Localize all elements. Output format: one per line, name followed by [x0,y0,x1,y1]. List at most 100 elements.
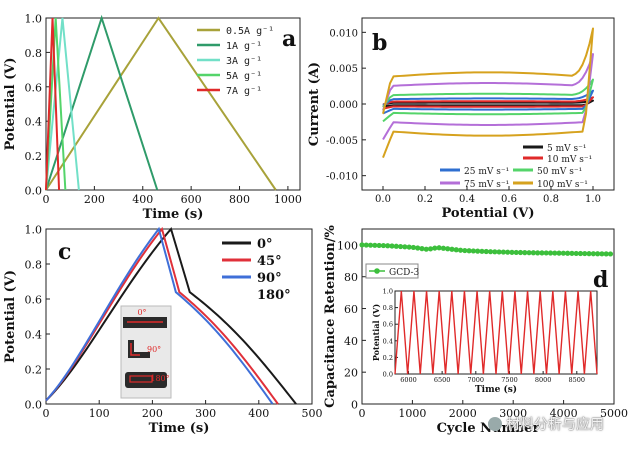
panel-d-point [432,245,438,251]
panel-b-letter: b [372,30,387,56]
panel-a-series-line [45,17,80,191]
panel-d-xlabel: Cycle Number [437,421,540,436]
watermark: 材料分析与应用 [488,414,628,436]
panel-a-xtick-label: 1000 [274,193,302,206]
panel-d-point [385,243,391,249]
panel-b-xtick-label: 0.6 [501,194,517,205]
panel-a-legend-label: 1A g⁻¹ [226,41,262,52]
panel-c-legend-label: 90° [257,271,282,286]
panel-c-xtick-label: 100 [89,407,110,420]
panel-d-point [539,250,545,256]
panel-d-frame [361,228,615,405]
panel-c-xtick-label: 0 [43,407,50,420]
panel-d-point [423,246,429,252]
panel-b-series-loop [382,99,594,108]
panel-b-xlabel: Potential (V) [441,206,534,221]
inset-ytick-label: 0.4 [383,337,393,345]
panel-b-legend-label: 75 mV s⁻¹ [464,180,509,190]
inset-xlabel: Time (s) [475,384,517,395]
panel-c-ytick-label: 0.2 [25,364,43,377]
panel-c-series-line [45,226,297,405]
panel-a-legend-label: 3A g⁻¹ [226,56,262,67]
inset-gcd-line [394,290,598,375]
panel-d-point [492,249,498,255]
inset-xtick-label: 6000 [400,376,417,384]
panel-b-ytick-label: 0.010 [329,28,358,39]
panel-d-xtick-label: 2000 [449,407,477,420]
panel-a-axes: 0 200 400 600 800 1000 0.0 0.2 0.4 0.6 0.8 1.0 Time … [3,13,302,223]
panel-d-point [479,248,485,254]
panel-d-point [582,250,588,257]
panel-d-point [603,251,609,257]
panel-d-point [397,243,404,250]
panel-b-series-loop [382,96,594,110]
inset-xtick-label: 7000 [468,376,485,384]
panel-b-xtick-label: 1.0 [585,194,601,205]
panel-a-xlabel: Time (s) [143,207,204,222]
panel-b-legend: 5 mV s⁻¹10 mV s⁻¹ 25 mV s⁻¹ 50 mV s⁻¹ 75 mV… [440,144,592,190]
panel-d-ytick-label: 20 [344,367,358,380]
panel-d-point [419,246,425,252]
panel-d-ytick-label: 60 [344,303,358,316]
panel-d-point [577,250,584,257]
panel-b-xtick-label: 0.4 [459,194,475,205]
panel-c-ytick-label: 0.0 [25,399,43,412]
panel-d-point [607,251,614,257]
panel-b-ytick-label: -0.005 [326,136,358,147]
panel-d-ytick-label: 40 [344,335,358,348]
panel-c-series-line [45,226,274,405]
inset-xtick-label: 8000 [535,376,552,384]
panel-d-point [466,248,472,254]
panel-d-point [410,244,417,251]
panel-d-point [453,247,459,253]
panel-a-ytick-label: 0.8 [25,47,43,60]
panel-b-legend-label: 10 mV s⁻¹ [547,155,592,165]
panel-a-series-line [45,14,159,191]
panel-c-legend-label: 0° [257,237,273,252]
panel-d-point [565,250,571,256]
panel-b-legend-label: 50 mV s⁻¹ [537,167,582,177]
panel-c-xtick-label: 400 [248,407,269,420]
panel-d-point [449,246,455,252]
panel-b-series-loop [382,53,594,140]
panel-b-xtick-label: 0.0 [375,194,391,205]
panel-c-ytick-label: 0.8 [25,259,43,272]
panel-a-legend-label: 7A g⁻¹ [226,86,262,97]
inset-label-1: 90° [147,345,161,354]
panel-a-series-line [45,17,67,191]
panel-d-point [457,247,464,253]
panel-b-legend-label: 25 mV s⁻¹ [464,167,509,177]
panel-b-legend-label: 100 mV s⁻¹ [537,180,588,190]
wechat-icon [488,417,502,431]
panel-a-ylabel: Potential (V) [3,57,18,150]
panel-d-letter: d [593,267,608,293]
panel-a-ytick-label: 0.2 [25,150,43,163]
panel-b-series-loop [382,89,594,115]
inset-xtick-label: 8500 [569,376,586,384]
panel-d-xtick-label: 1000 [398,407,426,420]
inset-xtick-label: 6500 [434,376,451,384]
panel-d-ytick-label: 100 [337,239,358,252]
panel-c-xtick-label: 200 [142,407,163,420]
panel-d-point [380,242,387,249]
panel-d-point [363,242,369,248]
device-bent-90 [128,340,150,358]
panel-a-legend-label: 0.5A g⁻¹ [226,26,274,37]
panel-d-point [440,245,446,251]
panel-d-point [483,248,489,255]
panel-d-point [445,246,451,252]
inset-ytick-label: 0.6 [383,321,393,329]
panel-d-point [427,246,434,252]
panel-c-ytick-label: 0.4 [25,329,43,342]
panel-b-xtick-label: 0.2 [417,194,433,205]
panel-d-point [517,249,524,256]
watermark-text: 材料分析与应用 [506,417,604,433]
panel-d-point [470,248,476,254]
panel-d-point [535,250,541,256]
panel-d-axes: 0 1000 2000 3000 4000 5000 0 20 40 60 80 100 Cycle N… [323,225,628,436]
panel-d-point [543,250,549,256]
panel-c-ytick-label: 0.6 [25,294,43,307]
panel-b-xtick-label: 0.8 [543,194,559,205]
panel-d-inset: 6000 6500 7000 7500 8000 8500 0.0 0.2 0.4 0.6 0.8 1… [371,288,598,395]
